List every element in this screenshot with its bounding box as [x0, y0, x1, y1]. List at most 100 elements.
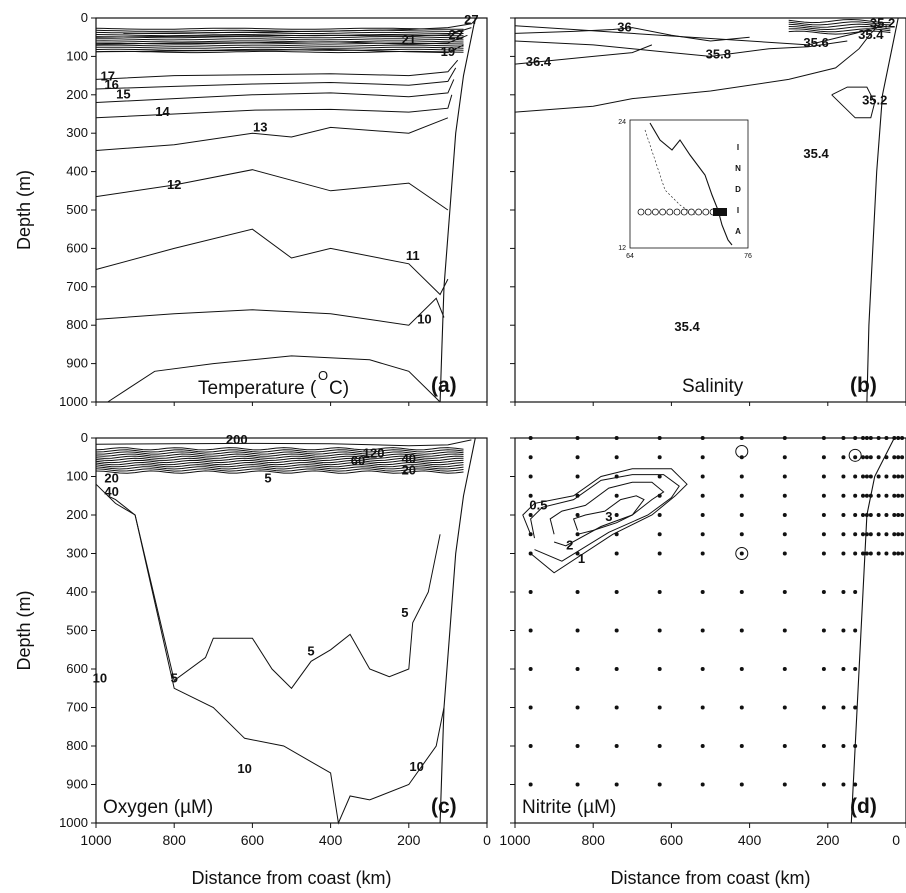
contour-label-knockout — [247, 120, 274, 134]
sample-station-dot — [575, 455, 580, 460]
sample-station-dot — [821, 667, 826, 671]
y-tick-label: 200 — [66, 87, 88, 102]
panel-label: (d) — [850, 795, 877, 818]
sample-station-dot — [614, 551, 619, 556]
sample-station-dot — [876, 493, 881, 498]
sample-station-dot — [528, 705, 533, 710]
x-tick-label: 1000 — [499, 832, 530, 848]
contour-label-knockout — [674, 320, 701, 334]
contour-label: 120 — [363, 445, 385, 460]
sample-station-dot — [876, 532, 881, 537]
inset-coastline — [649, 122, 733, 246]
sample-station-dot — [528, 667, 533, 671]
y-tick-label: 700 — [66, 700, 88, 715]
sample-station-dot — [739, 493, 744, 498]
sample-station-dot — [657, 493, 662, 498]
x-tick-label: 800 — [163, 832, 187, 848]
y-tick-label: 700 — [66, 279, 88, 294]
contour-label: 36 — [617, 20, 631, 35]
sample-station-dot — [782, 493, 787, 498]
sample-station-dot — [853, 513, 858, 517]
sample-station-dot — [853, 532, 858, 537]
contour-label-knockout — [611, 20, 638, 34]
y-tick-label: 500 — [66, 202, 88, 217]
sample-station-dot — [614, 474, 619, 479]
sample-station-dot — [700, 455, 705, 460]
sample-station-dot — [614, 667, 619, 671]
x-tick-label: 0 — [483, 832, 491, 848]
sample-station-dot — [841, 493, 846, 498]
thermocline-line — [95, 40, 464, 43]
sample-station-dot — [896, 493, 901, 498]
sample-station-dot — [884, 532, 889, 537]
sample-station-dot — [782, 551, 787, 556]
sample-station-dot — [884, 551, 889, 556]
thermocline-line — [95, 29, 464, 32]
contour-line-36-4 — [514, 44, 653, 65]
sample-station-dot — [884, 455, 889, 460]
sample-station-dot — [868, 474, 873, 479]
sample-station-dot — [821, 493, 826, 498]
sample-station-dot — [876, 551, 881, 556]
contour-label: 35.4 — [803, 146, 829, 161]
contour-line-35-8 — [514, 40, 848, 57]
sample-station-dot — [900, 493, 905, 498]
thermocline-line — [95, 455, 464, 459]
sample-station-dot — [739, 705, 744, 710]
sample-station-dot — [614, 493, 619, 498]
thermocline-line — [95, 447, 464, 451]
thermocline-line — [95, 48, 464, 51]
sample-station-dot — [528, 551, 533, 556]
contour-label-knockout — [458, 12, 485, 26]
sample-station-dot — [782, 667, 787, 671]
x-tick-label: 800 — [582, 832, 606, 848]
contour-label: 5 — [401, 605, 408, 620]
y-tick-label: 1000 — [59, 815, 88, 830]
sample-station-dot — [841, 513, 846, 517]
sample-station-dot — [782, 705, 787, 710]
contour-label-knockout — [861, 93, 888, 107]
sample-station-dot — [782, 744, 787, 748]
y-tick-label: 300 — [66, 546, 88, 561]
sample-station-dot — [657, 513, 662, 517]
coastline-wall — [439, 17, 476, 403]
inset-country-letter: N — [735, 164, 741, 173]
sample-station-dot — [841, 628, 846, 633]
x-tick-label: 600 — [241, 832, 265, 848]
sample-station-dot — [739, 628, 744, 633]
contour-label-knockout — [803, 147, 830, 161]
contour-label: 27 — [464, 12, 478, 27]
sample-station-dot — [739, 513, 744, 517]
y-tick-label: 0 — [81, 430, 88, 445]
contour-line-3 — [572, 495, 645, 535]
y-tick-label: 600 — [66, 661, 88, 676]
sample-station-dot — [896, 474, 901, 479]
sample-station-dot — [841, 455, 846, 460]
inset-shelf-edge — [644, 129, 696, 216]
sample-station-dot — [739, 590, 744, 594]
contour-label: 35.2 — [862, 92, 887, 107]
sample-station-dot — [575, 532, 580, 537]
sample-station-dot — [700, 513, 705, 517]
contour-line-35-6 — [514, 25, 883, 46]
contour-label: 35.6 — [803, 35, 828, 50]
sample-station-dot — [860, 532, 865, 537]
inset-map-frame — [629, 119, 749, 249]
thermocline-line — [95, 449, 464, 453]
contour-line-15 — [95, 79, 455, 103]
sample-station-dot — [853, 455, 858, 460]
panel-title: Temperature ( — [198, 378, 317, 399]
inset-country-letter: D — [735, 185, 741, 194]
sample-station-dot — [821, 455, 826, 460]
sample-station-dot — [864, 474, 869, 479]
contour-line-11 — [95, 228, 449, 296]
contour-line-10 — [95, 483, 445, 825]
inset-station-marker — [702, 208, 710, 216]
sample-station-dot — [821, 782, 826, 787]
sample-station-dot — [868, 551, 873, 556]
contour-label: 17 — [100, 69, 114, 84]
contour-label: 13 — [253, 119, 267, 134]
contour-label-knockout — [98, 484, 125, 498]
sample-station-dot — [528, 628, 533, 633]
